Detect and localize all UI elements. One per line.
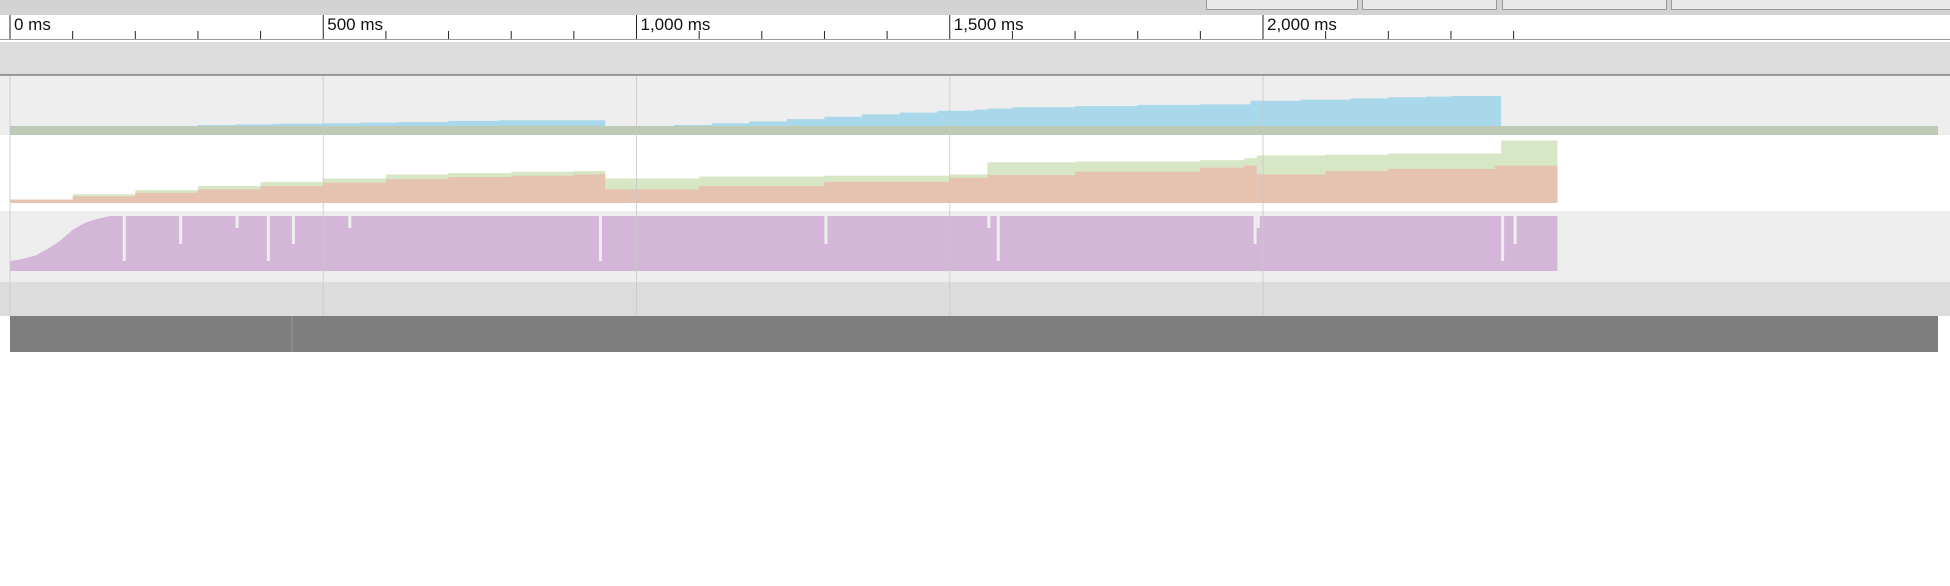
heap-area — [10, 96, 1558, 135]
tick-label: 1,500 ms — [953, 15, 1024, 34]
cpu-dip — [1513, 216, 1517, 244]
cpu-dip — [1253, 216, 1257, 244]
memory-bottom-area — [10, 165, 1558, 203]
heap-baseline-band — [10, 126, 1938, 135]
cpu-dip — [1256, 216, 1260, 228]
toolbar-button-1[interactable] — [1206, 0, 1358, 10]
cpu-dip — [824, 216, 828, 244]
tick-label: 1,000 ms — [640, 15, 711, 34]
cpu-dip — [291, 216, 295, 244]
track-header-band — [0, 42, 1950, 75]
toolbar-button-3[interactable] — [1502, 0, 1667, 10]
cpu-dip — [598, 216, 602, 261]
track-footer-band — [0, 282, 1950, 316]
cpu-dip — [122, 216, 126, 261]
overview-strip — [10, 316, 1938, 352]
tick-label: 500 ms — [327, 15, 383, 34]
cpu-dip — [266, 216, 270, 261]
cpu-dip — [1501, 216, 1505, 261]
toolbar-button-2[interactable] — [1362, 0, 1497, 10]
cpu-dip — [235, 216, 239, 228]
cpu-dip — [179, 216, 183, 244]
time-ruler: 0 ms 500 ms 1,000 ms 1,500 ms 2,000 ms — [0, 15, 1950, 40]
cpu-dip — [987, 216, 991, 228]
cpu-area — [10, 216, 1558, 271]
cpu-dip — [348, 216, 352, 228]
tick-label: 2,000 ms — [1267, 15, 1337, 34]
top-toolbar — [0, 0, 1950, 15]
tick-label: 0 ms — [14, 15, 51, 34]
cpu-dip — [996, 216, 1000, 261]
toolbar-button-4[interactable] — [1671, 0, 1950, 10]
